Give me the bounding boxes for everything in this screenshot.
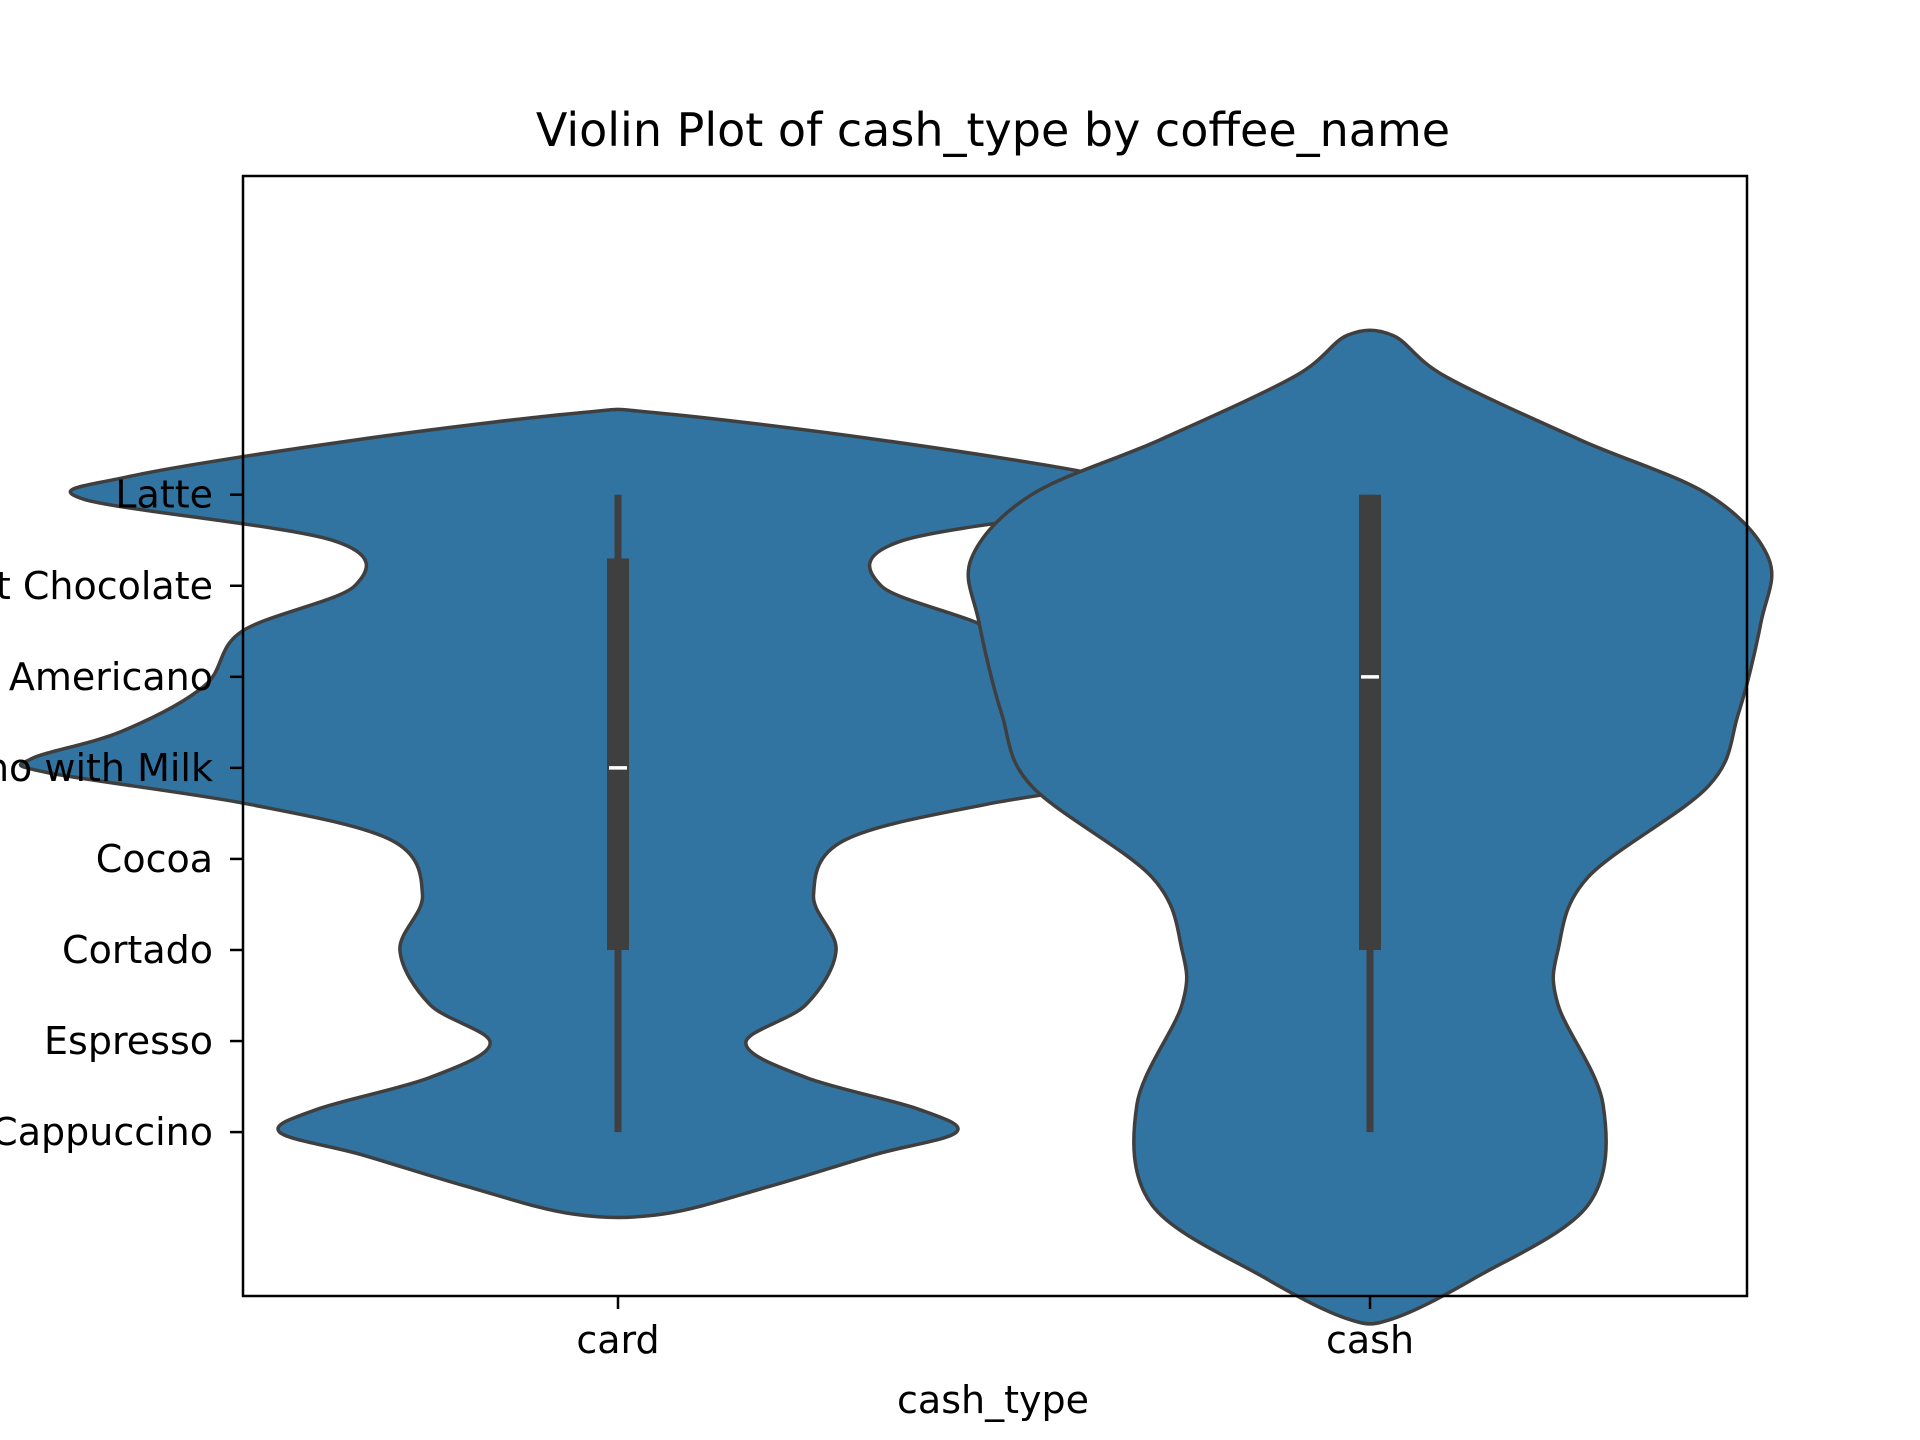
y-tick-label: Cocoa	[96, 837, 213, 881]
axes-frame	[241, 174, 1749, 1298]
y-tick-label: Latte	[115, 473, 213, 517]
x-tick-label: cash	[1326, 1318, 1414, 1362]
y-axis: Latte Hot Chocolate Americano Americano wit…	[0, 473, 243, 1154]
x-axis-label: cash_type	[897, 1378, 1089, 1422]
y-tick-label: Hot Chocolate	[0, 564, 213, 608]
y-tick-label: Americano	[9, 655, 213, 699]
x-tick-label: card	[576, 1318, 659, 1362]
iqr-box-cash	[1359, 494, 1381, 950]
y-tick-label: Cappuccino	[0, 1110, 213, 1154]
x-axis: card cash	[576, 1296, 1414, 1362]
iqr-box-card	[607, 558, 629, 950]
plot-area	[18, 328, 1774, 1326]
chart-title: Violin Plot of cash_type by coffee_name	[536, 103, 1450, 157]
y-tick-label: Cortado	[62, 928, 213, 972]
y-tick-label: Americano with Milk	[0, 746, 213, 790]
y-tick-label: Espresso	[44, 1019, 213, 1063]
